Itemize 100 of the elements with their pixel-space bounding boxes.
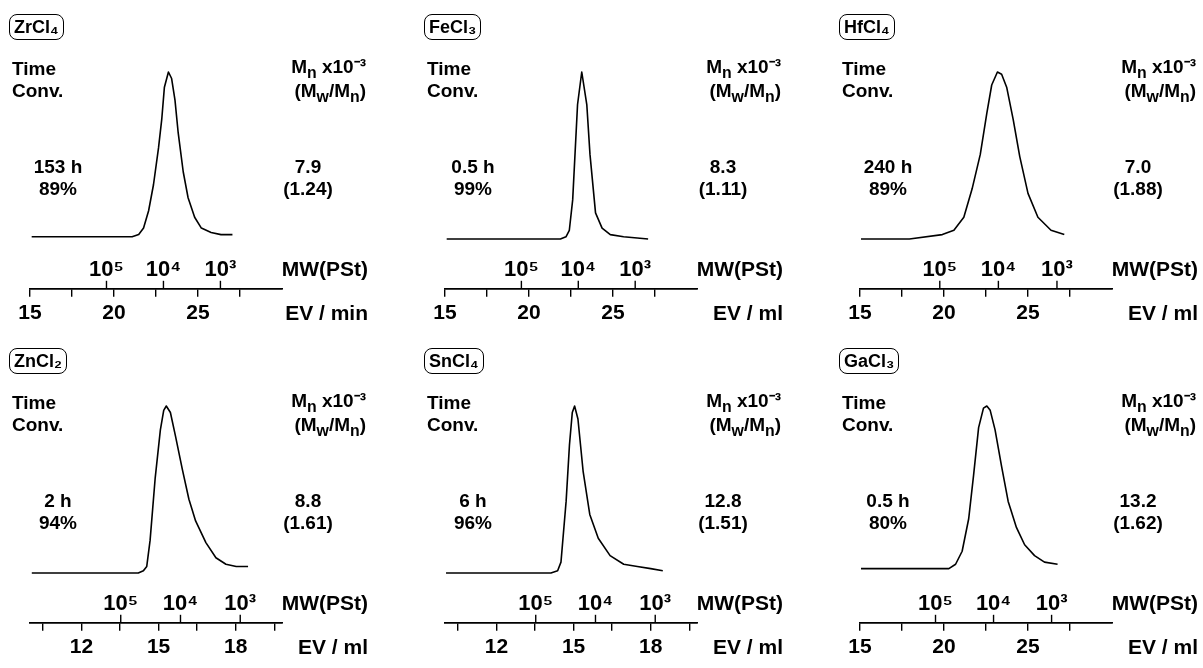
text: M$_{n}$ x10⁻³	[1121, 390, 1196, 415]
x-tick-label: 12	[484, 634, 509, 658]
x-tick-label: 15	[433, 300, 457, 324]
x2-tick-label: 10³	[204, 255, 237, 281]
annotation: Time	[12, 58, 57, 79]
x2-tick-label: 10⁵	[922, 255, 958, 281]
text: (1.24)	[283, 178, 333, 199]
text: (M$_{w}$/M$_{n}$)	[1124, 80, 1196, 107]
x-tick-label: 25	[1016, 634, 1040, 658]
chart-title: ZnCl₂	[9, 348, 67, 374]
text: 8.8	[294, 490, 322, 511]
text: 13.2	[1119, 490, 1157, 511]
annotation: Conv.	[12, 414, 64, 435]
x2-tick-label: 10⁴	[560, 255, 596, 281]
x-axis-title: EV / min	[285, 300, 368, 324]
annotation: Time	[427, 392, 472, 413]
text: (M$_{w}$/M$_{n}$)	[709, 80, 781, 107]
x2-tick-label: 10³	[1041, 255, 1073, 281]
text: 7.0	[1124, 156, 1152, 177]
text: M$_{n}$ x10⁻³	[706, 390, 781, 415]
x2-tick-label: 10⁴	[145, 255, 182, 281]
annotation: Time	[427, 58, 472, 79]
x-axis-title: EV / ml	[297, 634, 368, 658]
x-tick-label: 20	[102, 300, 126, 324]
chart-title: FeCl₃	[424, 14, 482, 40]
annotation: 153 h	[33, 156, 83, 177]
annotation: Time	[842, 392, 887, 413]
annotation: 0.5 h	[866, 490, 910, 511]
x2-axis-title: MW(PSt)	[1111, 256, 1198, 280]
text: 7.9	[294, 156, 322, 177]
x-tick-label: 15	[848, 634, 872, 658]
x2-tick-label: 10³	[1035, 589, 1068, 615]
text: 12.8	[704, 490, 742, 511]
annotation: 89%	[868, 178, 908, 199]
x2-tick-label: 10³	[224, 589, 257, 615]
chart-title: HfCl₄	[839, 14, 895, 40]
annotation: 94%	[38, 512, 78, 533]
x2-tick-label: 10⁴	[980, 255, 1017, 281]
x2-tick-label: 10⁵	[518, 589, 554, 615]
annotation: 96%	[453, 512, 493, 533]
annotation: 89%	[38, 178, 78, 199]
annotation: Conv.	[842, 80, 894, 101]
annotation: Time	[12, 392, 57, 413]
x2-tick-label: 10⁵	[89, 255, 124, 281]
annotation: Conv.	[842, 414, 894, 435]
x-tick-label: 15	[848, 300, 872, 324]
x-tick-label: 18	[639, 634, 663, 658]
x2-tick-label: 10⁵	[503, 255, 539, 281]
x2-axis-title: MW(PSt)	[281, 256, 368, 280]
x2-axis-title: MW(PSt)	[696, 256, 783, 280]
text: (M$_{w}$/M$_{n}$)	[294, 414, 366, 441]
x-tick-label: 15	[561, 634, 586, 658]
x-tick-label: 25	[186, 300, 210, 324]
text: (1.88)	[1113, 178, 1163, 199]
text: (1.51)	[698, 512, 748, 533]
annotation: 240 h	[863, 156, 913, 177]
annotation: Conv.	[427, 80, 479, 101]
text: M$_{n}$ x10⁻³	[706, 56, 781, 81]
x-tick-label: 25	[601, 300, 625, 324]
text: M$_{n}$ x10⁻³	[291, 56, 366, 81]
x-axis-title: EV / ml	[712, 634, 783, 658]
x-tick-label: 18	[224, 634, 248, 658]
chart-title: GaCl₃	[839, 348, 900, 374]
annotation: 2 h	[44, 490, 72, 511]
annotation: Conv.	[427, 414, 479, 435]
x2-axis-title: MW(PSt)	[281, 590, 368, 614]
text: (1.62)	[1113, 512, 1163, 533]
text: (1.11)	[698, 178, 748, 199]
annotation: 0.5 h	[451, 156, 495, 177]
text: (M$_{w}$/M$_{n}$)	[294, 80, 366, 107]
x-tick-label: 15	[18, 300, 42, 324]
x-tick-label: 15	[146, 634, 171, 658]
text: M$_{n}$ x10⁻³	[291, 390, 366, 415]
x2-tick-label: 10⁵	[918, 589, 953, 615]
x2-axis-title: MW(PSt)	[1111, 590, 1198, 614]
text: (M$_{w}$/M$_{n}$)	[1124, 414, 1196, 441]
annotation: 6 h	[459, 490, 487, 511]
x-tick-label: 20	[932, 300, 956, 324]
x-tick-label: 12	[69, 634, 94, 658]
annotation: 99%	[453, 178, 493, 199]
x2-tick-label: 10³	[639, 589, 672, 615]
text: (1.61)	[283, 512, 333, 533]
text: M$_{n}$ x10⁻³	[1121, 56, 1196, 81]
x2-tick-label: 10⁴	[975, 589, 1012, 615]
text: (M$_{w}$/M$_{n}$)	[709, 414, 781, 441]
annotation: 80%	[868, 512, 908, 533]
x-tick-label: 20	[932, 634, 956, 658]
x2-tick-label: 10⁴	[162, 589, 199, 615]
x2-tick-label: 10⁵	[103, 589, 139, 615]
annotation: Time	[842, 58, 887, 79]
x2-axis-title: MW(PSt)	[696, 590, 783, 614]
x2-tick-label: 10³	[619, 255, 652, 281]
x-axis-title: EV / ml	[1127, 300, 1198, 324]
text: 8.3	[709, 156, 737, 177]
x-tick-label: 25	[1016, 300, 1040, 324]
x-tick-label: 20	[517, 300, 541, 324]
annotation: Conv.	[12, 80, 64, 101]
x-axis-title: EV / ml	[1127, 634, 1198, 658]
x-axis-title: EV / ml	[712, 300, 783, 324]
x2-tick-label: 10⁴	[577, 589, 614, 615]
